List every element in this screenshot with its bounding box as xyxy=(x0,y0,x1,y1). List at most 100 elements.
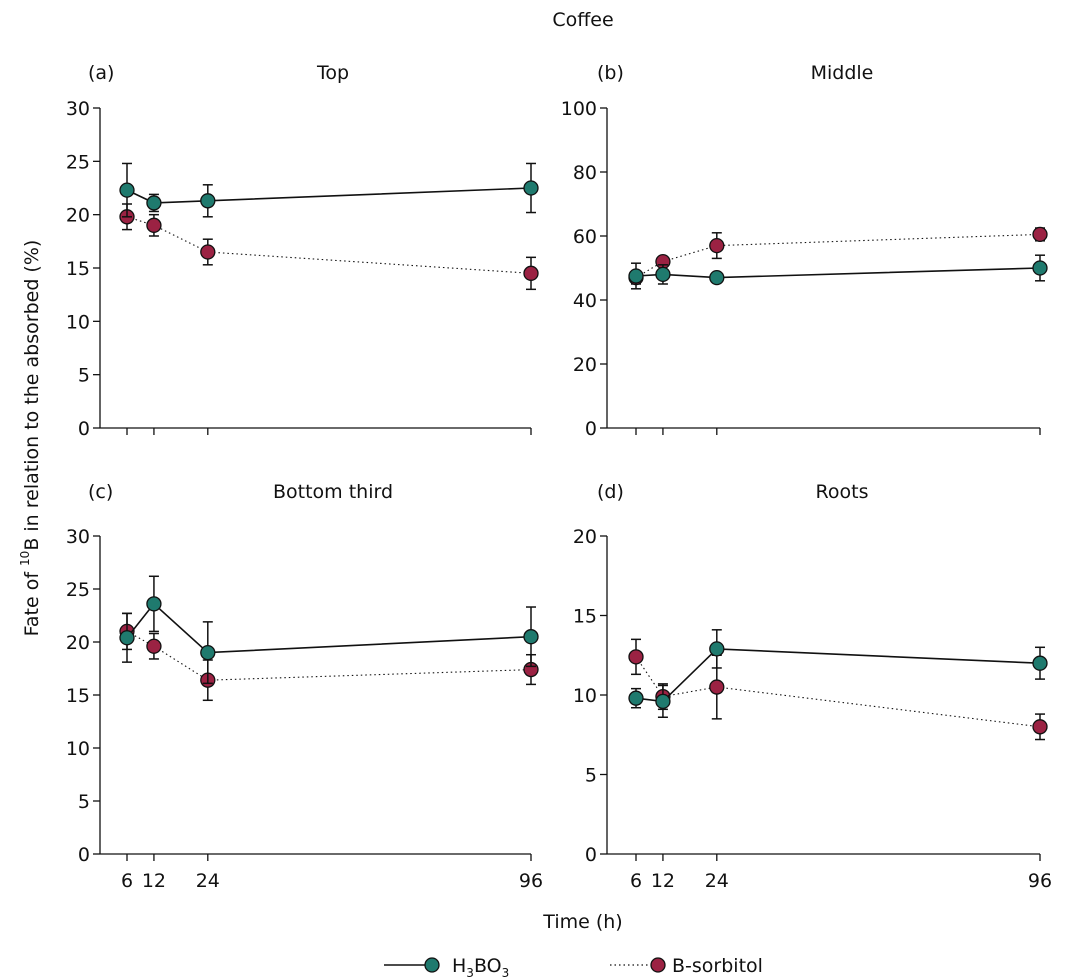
y-tick-label: 40 xyxy=(573,290,597,312)
y-tick-label: 5 xyxy=(585,765,597,787)
panel-letter: (a) xyxy=(88,62,114,84)
y-tick-label: 25 xyxy=(66,579,90,601)
y-tick-label: 20 xyxy=(66,205,90,227)
data-point-bsorbitol xyxy=(146,217,162,233)
x-tick-label: 6 xyxy=(630,870,642,892)
y-tick-label: 5 xyxy=(78,791,90,813)
panel-title: Top xyxy=(316,62,349,84)
series-line-bsorbitol xyxy=(126,630,532,681)
panel-4: (d) Roots 0 5 10 15 20 6 12 24 96 xyxy=(573,481,1052,892)
data-point-h3bo3 xyxy=(1032,260,1048,276)
legend-marker-h3bo3 xyxy=(424,957,440,973)
y-tick-label: 0 xyxy=(585,844,597,866)
x-tick-label: 6 xyxy=(121,870,133,892)
legend-label-h3bo3-bo: BO xyxy=(474,955,502,977)
data-point-bsorbitol xyxy=(146,638,162,654)
figure-title: Coffee xyxy=(552,9,613,31)
legend-label-h3bo3-h: H xyxy=(452,955,466,977)
data-point-h3bo3 xyxy=(709,269,725,286)
panel-title: Bottom third xyxy=(273,481,393,503)
series-line-h3bo3 xyxy=(126,602,532,654)
panel-letter: (b) xyxy=(597,62,624,84)
panel-2: (b) Middle 0 20 40 60 80 100 xyxy=(561,62,1048,440)
x-axis-title: Time (h) xyxy=(542,911,622,933)
y-tick-label: 25 xyxy=(66,151,90,173)
y-tick-label: 15 xyxy=(573,606,597,628)
y-axis-title-suffix: B in relation to the absorbed (%) xyxy=(21,240,43,551)
data-point-bsorbitol xyxy=(1032,226,1048,243)
data-point-h3bo3 xyxy=(119,630,135,646)
legend-label-h3bo3-sub2: 3 xyxy=(502,966,510,978)
series-line-h3bo3 xyxy=(635,648,1041,703)
data-point-h3bo3 xyxy=(655,693,671,710)
data-point-bsorbitol xyxy=(628,649,644,665)
data-point-bsorbitol xyxy=(709,679,725,695)
data-point-bsorbitol xyxy=(200,244,216,260)
data-point-h3bo3 xyxy=(119,182,135,198)
x-tick-label: 96 xyxy=(519,870,543,892)
y-tick-label: 5 xyxy=(78,365,90,387)
x-tick-label: 96 xyxy=(1028,870,1052,892)
legend: H3BO3 B-sorbitol xyxy=(384,955,763,978)
x-tick-label: 24 xyxy=(196,870,220,892)
y-tick-label: 0 xyxy=(585,418,597,440)
legend-item-bsorbitol: B-sorbitol xyxy=(610,955,763,977)
y-tick-label: 60 xyxy=(573,226,597,248)
y-tick-label: 10 xyxy=(66,311,90,333)
series-line-h3bo3 xyxy=(126,187,532,204)
legend-label-h3bo3: H3BO3 xyxy=(452,955,509,978)
y-axis-title: Fate of 10B in relation to the absorbed … xyxy=(18,240,43,637)
series-h3bo3 xyxy=(119,162,539,218)
series-line-bsorbitol xyxy=(126,216,532,274)
y-tick-label: 20 xyxy=(573,526,597,548)
data-point-h3bo3 xyxy=(1032,655,1048,671)
data-point-h3bo3 xyxy=(200,193,216,209)
y-tick-label: 10 xyxy=(573,685,597,707)
data-point-h3bo3 xyxy=(146,596,162,612)
y-tick-label: 0 xyxy=(78,844,90,866)
panel-letter: (c) xyxy=(88,481,113,503)
data-point-bsorbitol xyxy=(1032,719,1048,735)
data-point-bsorbitol xyxy=(523,265,539,281)
data-point-h3bo3 xyxy=(628,268,644,284)
y-tick-label: 100 xyxy=(561,98,597,120)
data-point-h3bo3 xyxy=(709,641,725,657)
legend-marker-bsorbitol xyxy=(650,957,666,973)
series-bsorbitol xyxy=(119,203,539,291)
data-point-bsorbitol xyxy=(709,237,725,254)
x-tick-label: 12 xyxy=(142,870,166,892)
y-tick-label: 15 xyxy=(66,258,90,280)
series-line-bsorbitol xyxy=(635,233,1041,279)
legend-label-bsorbitol: B-sorbitol xyxy=(672,955,763,977)
panel-1: (a) Top 0 5 10 15 20 25 30 xyxy=(66,62,539,440)
y-axis-title-prefix: Fate of xyxy=(21,566,43,636)
x-tick-label: 12 xyxy=(651,870,675,892)
y-tick-label: 10 xyxy=(66,738,90,760)
data-point-h3bo3 xyxy=(655,266,671,283)
data-point-h3bo3 xyxy=(146,195,162,211)
panel-title: Roots xyxy=(816,481,869,503)
y-tick-label: 20 xyxy=(573,354,597,376)
y-tick-label: 20 xyxy=(66,632,90,654)
data-point-h3bo3 xyxy=(523,180,539,196)
series-h3bo3 xyxy=(119,575,539,685)
y-tick-label: 30 xyxy=(66,98,90,120)
y-axis-title-superscript: 10 xyxy=(18,551,32,566)
y-tick-label: 15 xyxy=(66,685,90,707)
data-point-h3bo3 xyxy=(523,629,539,645)
y-tick-label: 80 xyxy=(573,162,597,184)
series-h3bo3 xyxy=(628,254,1048,290)
x-tick-label: 24 xyxy=(705,870,729,892)
data-point-h3bo3 xyxy=(628,690,644,706)
panel-3: (c) Bottom third 0 5 10 15 20 25 30 6 12 24 96 xyxy=(66,481,543,892)
panel-letter: (d) xyxy=(597,481,624,503)
series-line-bsorbitol xyxy=(635,656,1041,728)
series-line-h3bo3 xyxy=(635,267,1041,279)
series-bsorbitol xyxy=(119,612,539,702)
y-tick-label: 0 xyxy=(78,418,90,440)
series-h3bo3 xyxy=(628,629,1048,719)
legend-label-h3bo3-sub1: 3 xyxy=(466,966,474,978)
y-tick-label: 30 xyxy=(66,526,90,548)
